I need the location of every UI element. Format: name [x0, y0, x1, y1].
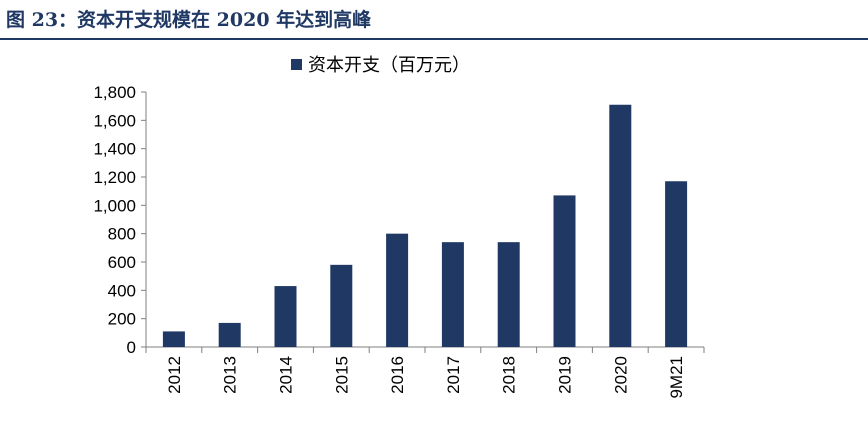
y-tick-label: 1,800 [93, 83, 136, 102]
x-tick-label: 2015 [332, 356, 351, 394]
bar-2018 [497, 242, 520, 347]
y-tick-label: 600 [108, 253, 136, 272]
x-tick-label: 2020 [611, 356, 630, 394]
chart-legend: 资本开支（百万元） [291, 55, 470, 76]
bar-2019 [553, 195, 576, 347]
x-tick-label: 2018 [500, 356, 519, 394]
y-tick-label: 1,600 [93, 111, 136, 130]
y-tick-label: 200 [108, 310, 136, 329]
y-tick-label: 400 [108, 281, 136, 300]
bar-2015 [330, 264, 353, 347]
y-tick-label: 1,400 [93, 140, 136, 159]
y-tick-label: 0 [127, 338, 136, 357]
legend-swatch [291, 59, 302, 70]
x-tick-label: 2012 [165, 356, 184, 394]
bar-series [162, 104, 688, 347]
x-tick-label: 2016 [388, 356, 407, 394]
bar-2017 [441, 242, 464, 347]
title-underline [0, 38, 868, 40]
bar-2016 [386, 233, 409, 347]
bar-2013 [218, 322, 241, 347]
legend-label: 资本开支（百万元） [308, 55, 470, 76]
bar-2020 [609, 104, 632, 347]
x-tick-label: 2017 [444, 356, 463, 394]
y-tick-label: 1,000 [93, 196, 136, 215]
figure-title: 图 23：资本开支规模在 2020 年达到高峰 [6, 9, 372, 31]
y-axis: 0 200 400 600 800 1,000 1,200 1,400 1,600 1,800 [93, 83, 147, 357]
x-tick-label: 9M21 [667, 356, 686, 399]
x-tick-label: 2019 [556, 356, 575, 394]
x-tick-label: 2013 [221, 356, 240, 394]
x-tick-label: 2014 [277, 356, 296, 394]
bar-9M21 [665, 181, 688, 347]
x-axis: 2012 2013 2014 2015 2016 2017 2018 2019 2020 9M21 [145, 346, 705, 399]
y-tick-label: 800 [108, 225, 136, 244]
bar-2012 [162, 331, 185, 347]
y-tick-label: 1,200 [93, 168, 136, 187]
bar-2014 [274, 286, 297, 347]
